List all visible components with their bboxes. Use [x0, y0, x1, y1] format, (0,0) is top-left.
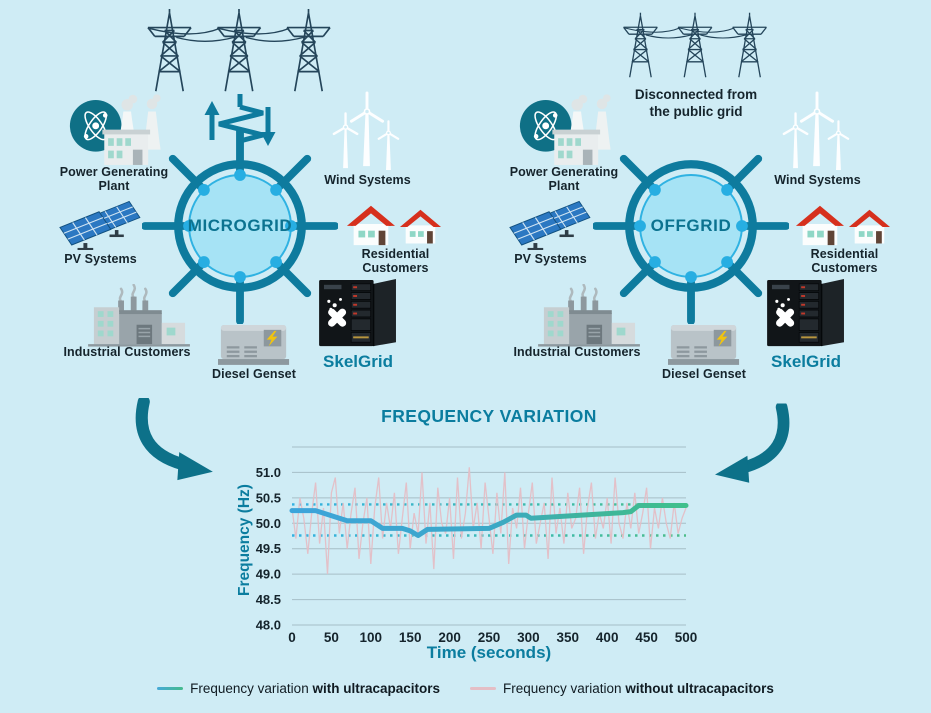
- wind-systems-label: Wind Systems: [774, 173, 861, 187]
- series-without-ultracapacitors: [291, 467, 687, 575]
- chart-legend: Frequency variation with ultracapacitors…: [0, 681, 931, 696]
- x-tick-label: 250: [478, 630, 501, 645]
- legend-swatch-without-icon: [470, 686, 496, 691]
- solar-panels-icon: [58, 196, 146, 250]
- skelgrid-label: SkelGrid: [323, 352, 393, 371]
- factory-icon: [538, 284, 640, 348]
- offgrid-hub-label: OFFGRID: [650, 216, 732, 235]
- transmission-towers-icon: [622, 12, 768, 84]
- industrial-customers-label: Industrial Customers: [63, 345, 191, 359]
- x-tick-label: 500: [675, 630, 698, 645]
- power-plant-icon: [68, 94, 173, 171]
- disconnected-note: Disconnected from the public grid: [634, 87, 758, 119]
- skelgrid-cabinet-icon: [762, 278, 852, 350]
- diesel-genset-label: Diesel Genset: [212, 367, 296, 381]
- chart-series: [289, 467, 689, 575]
- skelgrid-cabinet-icon: [314, 278, 404, 350]
- x-tick-label: 150: [399, 630, 422, 645]
- x-tick-label: 300: [517, 630, 540, 645]
- x-tick-label: 200: [438, 630, 461, 645]
- skelgrid-label: SkelGrid: [771, 352, 841, 371]
- x-axis-title: Time (seconds): [426, 643, 552, 662]
- factory-icon: [88, 284, 190, 348]
- power-plant-label: Power Generating Plant: [59, 165, 169, 194]
- curved-arrow-right-icon: [706, 398, 796, 490]
- legend-item-without: Frequency variation without ultracapacit…: [470, 681, 774, 696]
- x-tick-label: 100: [360, 630, 383, 645]
- pv-systems-label: PV Systems: [64, 252, 137, 266]
- y-tick-label: 48.0: [256, 618, 281, 633]
- microgrid-hub: MICROGRID: [142, 128, 338, 324]
- residential-customers-label: Residential Customers: [810, 247, 879, 276]
- chart-title: FREQUENCY VARIATION: [381, 406, 597, 426]
- diesel-genset-label: Diesel Genset: [662, 367, 746, 381]
- houses-icon: [795, 198, 893, 248]
- industrial-customers-label: Industrial Customers: [513, 345, 641, 359]
- legend-text-without: Frequency variation without ultracapacit…: [503, 681, 774, 696]
- legend-item-with: Frequency variation with ultracapacitors: [157, 681, 440, 696]
- wind-systems-label: Wind Systems: [324, 173, 411, 187]
- diesel-genset-icon: [668, 317, 742, 368]
- x-tick-label: 0: [288, 630, 296, 645]
- diesel-genset-icon: [218, 317, 292, 368]
- curved-arrow-left-icon: [128, 398, 223, 482]
- legend-swatch-with-icon: [157, 686, 184, 691]
- microgrid-hub-label: MICROGRID: [187, 216, 293, 235]
- frequency-chart: 48.0 48.5 49.0 49.5 50.0 50.5 51.0 0 50 100 150 200…: [256, 446, 698, 645]
- y-tick-label: 51.0: [256, 465, 281, 480]
- wind-turbines-icon: [778, 90, 856, 173]
- offgrid-hub: OFFGRID: [593, 128, 789, 324]
- x-tick-label: 50: [324, 630, 339, 645]
- x-tick-label: 350: [557, 630, 580, 645]
- x-tick-label: 400: [596, 630, 619, 645]
- transmission-towers-icon: [146, 8, 332, 100]
- x-tick-label: 450: [635, 630, 658, 645]
- residential-customers-label: Residential Customers: [361, 247, 430, 276]
- power-plant-label: Power Generating Plant: [509, 165, 619, 194]
- y-tick-label: 50.0: [256, 516, 281, 531]
- pv-systems-label: PV Systems: [514, 252, 587, 266]
- chart-tick-labels: 48.0 48.5 49.0 49.5 50.0 50.5 51.0 0 50 100 150 200…: [256, 465, 698, 645]
- threshold-dotted-lines: [292, 503, 686, 537]
- y-tick-label: 49.5: [256, 541, 281, 556]
- series-with-ultracapacitors: [289, 503, 689, 538]
- chart-gridlines: [292, 446, 686, 626]
- y-tick-label: 49.0: [256, 567, 281, 582]
- legend-text-with: Frequency variation with ultracapacitors: [190, 681, 440, 696]
- y-tick-label: 48.5: [256, 592, 281, 607]
- power-plant-icon: [518, 94, 623, 171]
- y-tick-label: 50.5: [256, 490, 281, 505]
- solar-panels-icon: [508, 196, 596, 250]
- houses-icon: [346, 198, 444, 248]
- wind-turbines-icon: [328, 90, 406, 173]
